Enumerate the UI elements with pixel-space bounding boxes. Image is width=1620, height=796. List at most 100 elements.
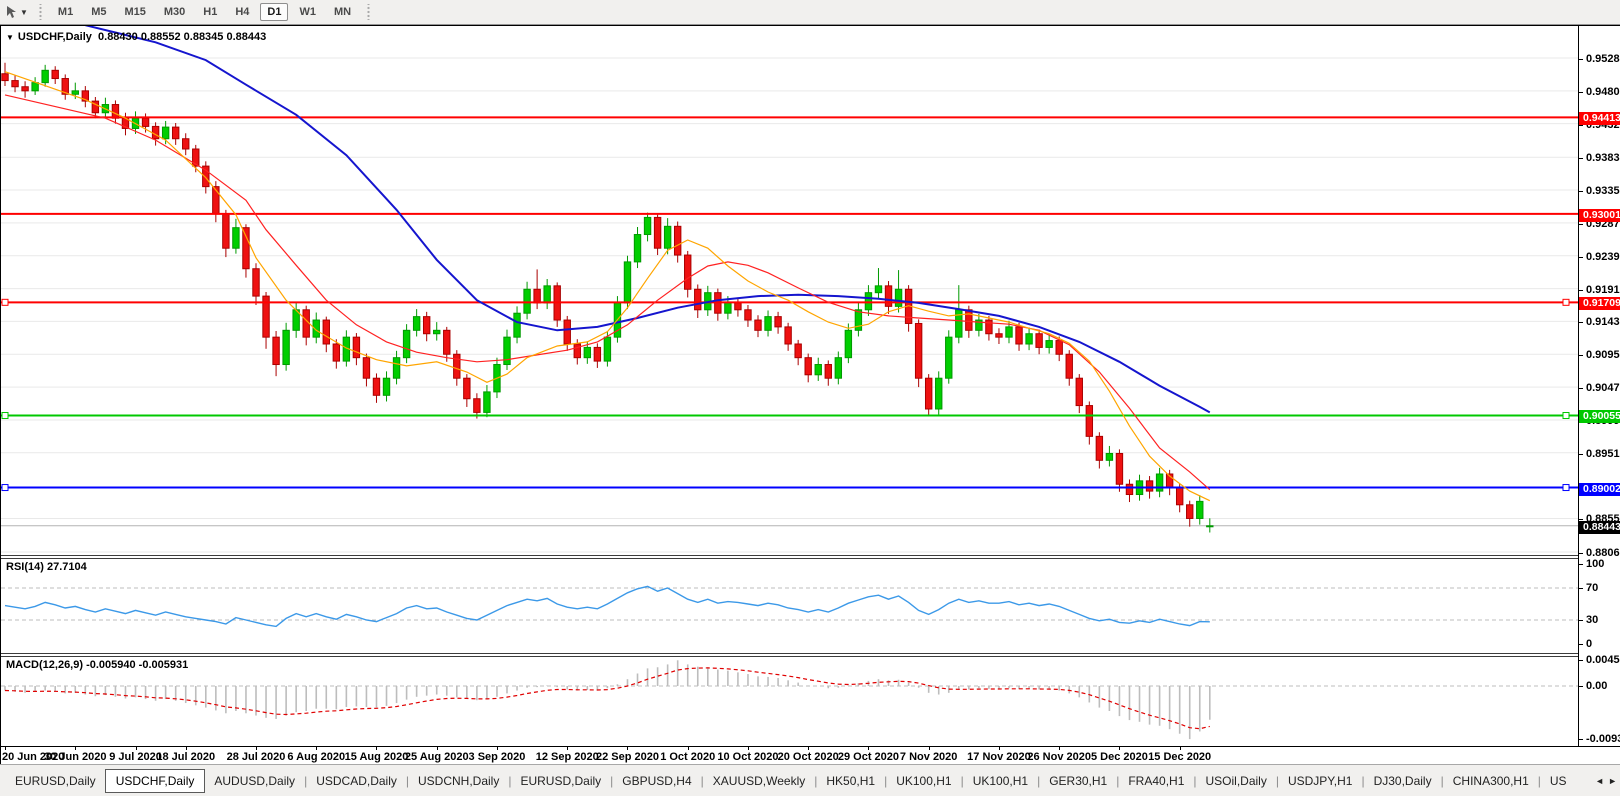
macd-axis-tick (1579, 686, 1583, 687)
chart-title: ▼ USDCHF,Daily 0.88430 0.88552 0.88345 0.… (6, 31, 266, 43)
chart-ohlc-values: 0.88430 0.88552 0.88345 0.88443 (98, 31, 267, 43)
cursor-dropdown-caret-icon[interactable]: ▼ (20, 7, 28, 17)
horizontal-level-line[interactable] (1, 298, 1578, 306)
timeframe-m1-button[interactable]: M1 (51, 3, 80, 21)
chart-tab-us[interactable]: US (1549, 773, 1566, 788)
date-axis-label: 26 Nov 2020 (1027, 751, 1091, 763)
chart-tab-ger30-h1[interactable]: GER30,H1 (1049, 773, 1108, 788)
horizontal-level-line[interactable] (1, 411, 1578, 419)
rsi-axis-tick (1579, 620, 1583, 621)
timeframe-m15-button[interactable]: M15 (117, 3, 152, 21)
chart-tab-audusd-daily[interactable]: AUDUSD,Daily (214, 773, 296, 788)
chart-tab-usdcad-daily[interactable]: USDCAD,Daily (316, 773, 397, 788)
price-axis-tick (1579, 355, 1583, 357)
tab-divider: | (960, 773, 964, 788)
chart-tab-eurusd-daily[interactable]: EURUSD,Daily (15, 773, 96, 788)
timeframe-h1-button[interactable]: H1 (196, 3, 224, 21)
tab-scroll-left-icon[interactable]: ◄ (1595, 776, 1605, 786)
tab-divider: | (1193, 773, 1197, 788)
rsi-line (4, 585, 1210, 628)
chart-tab-usoil-daily[interactable]: USOil,Daily (1205, 773, 1267, 788)
level-line-handle[interactable] (1562, 411, 1570, 419)
chart-tab-eurusd-daily[interactable]: EURUSD,Daily (520, 773, 602, 788)
date-axis-tick (75, 747, 77, 750)
timeframe-h4-button[interactable]: H4 (228, 3, 256, 21)
chart-tab-uk100-h1[interactable]: UK100,H1 (896, 773, 952, 788)
level-line-handle[interactable] (1, 484, 9, 492)
level-price-tag: 0.91709 (1579, 297, 1620, 311)
macd-signal-line (4, 667, 1210, 730)
price-axis[interactable]: 0.952800.948000.943200.938300.933500.928… (1578, 26, 1620, 746)
date-axis[interactable]: 20 Jun 2020 30 Jun 2020 9 Jul 2020 18 Jul 2… (1, 746, 1620, 765)
chart-tab-china300-h1[interactable]: CHINA300,H1 (1452, 773, 1529, 788)
date-axis-tick (747, 747, 749, 750)
date-axis-tick (185, 747, 187, 750)
tab-scroll-arrows: ◄ ► (1591, 765, 1617, 796)
date-axis-label: 15 Dec 2020 (1148, 751, 1212, 763)
timeframe-mn-button[interactable]: MN (327, 3, 358, 21)
date-axis-tick (316, 747, 318, 750)
timeframe-w1-button[interactable]: W1 (292, 3, 323, 21)
horizontal-level-line[interactable] (1, 484, 1578, 492)
price-axis-tick (1579, 289, 1583, 291)
toolbar-grip (37, 4, 43, 20)
price-axis-tick (1579, 552, 1583, 554)
tab-divider: | (304, 773, 308, 788)
chart-tab-usdchf-daily[interactable]: USDCHF,Daily (104, 768, 206, 793)
chart-tab-gbpusd-h4[interactable]: GBPUSD,H4 (622, 773, 692, 788)
collapse-triangle-icon[interactable]: ▼ (6, 33, 14, 42)
tab-divider: | (405, 773, 409, 788)
date-axis-label: 20 Oct 2020 (777, 751, 839, 763)
price-axis-tick (1579, 59, 1583, 60)
ma-fast-line (4, 71, 1211, 502)
tab-divider: | (1116, 773, 1120, 788)
level-line-handle[interactable] (1, 411, 9, 419)
timeframe-m5-button[interactable]: M5 (84, 3, 113, 21)
timeframe-d1-button[interactable]: D1 (260, 3, 289, 21)
tab-scroll-right-icon[interactable]: ► (1608, 776, 1617, 786)
chart-tab-usdjpy-h1[interactable]: USDJPY,H1 (1287, 773, 1353, 788)
cursor-tool-icon[interactable] (3, 4, 19, 20)
level-line-handle[interactable] (1, 298, 9, 306)
main-price-pane[interactable]: ▼ USDCHF,Daily 0.88430 0.88552 0.88345 0.… (1, 26, 1578, 556)
macd-canvas[interactable] (1, 657, 1578, 746)
rsi-axis-label: 100 (1586, 558, 1605, 570)
tab-divider: | (1361, 773, 1365, 788)
chart-tab-xauusd-weekly[interactable]: XAUUSD,Weekly (712, 773, 806, 788)
rsi-axis-tick (1579, 564, 1583, 565)
macd-axis-label: -0.009348 (1586, 733, 1620, 746)
chart-tab-usdcnh-daily[interactable]: USDCNH,Daily (418, 773, 500, 788)
date-axis-tick (1179, 747, 1181, 750)
price-axis-tick (1579, 256, 1583, 258)
level-line-handle[interactable] (1562, 298, 1570, 306)
date-axis-tick (256, 747, 257, 750)
pane-separator[interactable] (1, 555, 1620, 559)
chart-tab-uk100-h1[interactable]: UK100,H1 (972, 773, 1029, 788)
price-axis-tick (1579, 322, 1583, 324)
price-axis-tick (1579, 191, 1583, 193)
date-axis-label: 9 Jul 2020 (109, 751, 162, 763)
macd-axis-label: 0.00 (1586, 680, 1608, 692)
timeframe-m30-button[interactable]: M30 (157, 3, 192, 21)
date-axis-tick (1059, 747, 1061, 750)
level-line-handle[interactable] (1562, 484, 1570, 492)
tab-divider: | (700, 773, 704, 788)
macd-axis-label: 0.004527 (1586, 654, 1620, 667)
chart-tab-hk50-h1[interactable]: HK50,H1 (826, 773, 876, 788)
macd-indicator-pane[interactable]: MACD(12,26,9) -0.005940 -0.005931 (1, 657, 1578, 746)
chart-tab-fra40-h1[interactable]: FRA40,H1 (1128, 773, 1185, 788)
chart-tab-dj30-daily[interactable]: DJ30,Daily (1373, 773, 1432, 788)
date-axis-tick (496, 747, 498, 750)
rsi-canvas[interactable] (1, 559, 1578, 653)
date-axis-label: 28 Jul 2020 (226, 751, 286, 763)
rsi-indicator-pane[interactable]: RSI(14) 27.7104 (1, 559, 1578, 653)
date-axis-tick (928, 747, 930, 750)
chart-tab-bar: EURUSD,Daily USDCHF,Daily AUDUSD,Daily | USD… (0, 764, 1620, 796)
pane-separator[interactable] (1, 653, 1620, 657)
price-chart-canvas[interactable] (1, 26, 1578, 556)
